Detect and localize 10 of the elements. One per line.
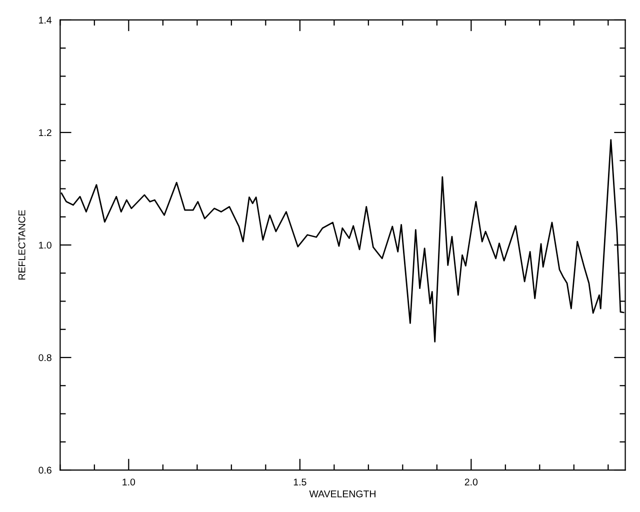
x-tick-label: 1.5 <box>294 478 306 486</box>
x-tick-label: 2.0 <box>464 478 478 486</box>
y-tick-label: 1.4 <box>39 16 52 24</box>
x-axis-title: WAVELENGTH <box>309 490 376 498</box>
y-tick-label: 1.2 <box>39 129 52 136</box>
y-tick-label: 1.0 <box>39 242 52 249</box>
text: 1.0 <box>122 478 136 486</box>
y-tick-label: 0.6 <box>38 466 52 474</box>
y-tick-label: 0.8 <box>38 354 52 362</box>
y-axis-title: REFLECTANCE <box>18 210 26 280</box>
